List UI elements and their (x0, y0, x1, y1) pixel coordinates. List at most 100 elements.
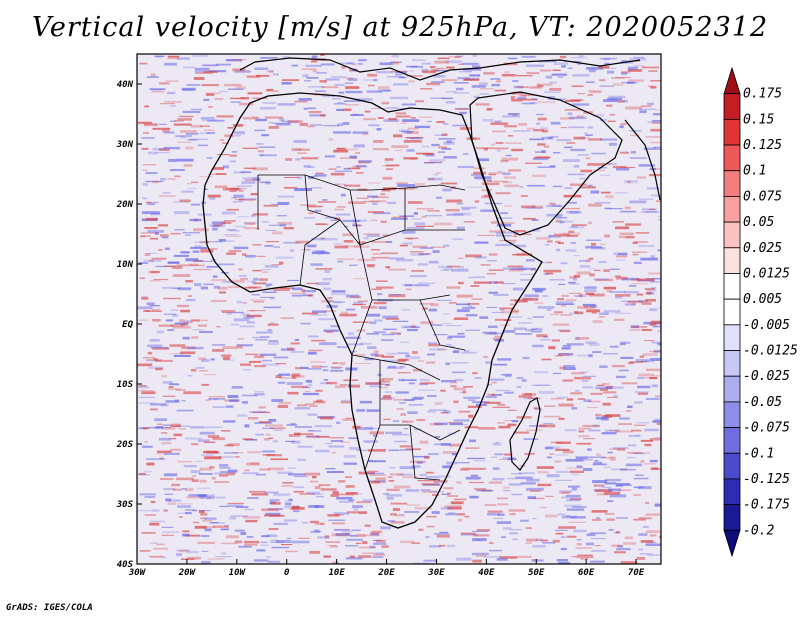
upward-speckle (652, 375, 661, 377)
downward-speckle (551, 204, 561, 207)
downward-speckle (471, 538, 487, 542)
downward-speckle (399, 402, 406, 404)
downward-speckle (242, 401, 249, 404)
upward-speckle (156, 543, 165, 546)
upward-speckle (489, 230, 506, 233)
upward-speckle (400, 540, 415, 544)
upward-speckle (174, 175, 181, 178)
downward-speckle (567, 67, 573, 69)
upward-speckle (200, 513, 208, 516)
upward-speckle (509, 513, 516, 516)
downward-speckle (402, 119, 420, 122)
upward-speckle (627, 452, 642, 454)
downward-speckle (307, 351, 317, 355)
downward-speckle (431, 511, 440, 514)
upward-speckle (330, 494, 339, 497)
downward-speckle (593, 461, 602, 464)
upward-speckle (502, 181, 512, 184)
downward-speckle (495, 243, 512, 247)
upward-speckle (185, 534, 200, 537)
upward-speckle (363, 233, 380, 235)
downward-speckle (211, 221, 226, 224)
upward-speckle (228, 279, 245, 283)
downward-speckle (570, 56, 587, 59)
upward-speckle (246, 75, 261, 78)
upward-speckle (645, 513, 660, 516)
downward-speckle (288, 473, 306, 476)
downward-speckle (176, 549, 191, 552)
upward-speckle (211, 299, 227, 303)
downward-speckle (326, 304, 338, 308)
downward-speckle (462, 153, 469, 156)
downward-speckle (629, 157, 647, 159)
downward-speckle (382, 315, 399, 319)
downward-speckle (273, 246, 280, 248)
downward-speckle (529, 102, 538, 104)
upward-speckle (244, 222, 256, 225)
downward-speckle (261, 269, 271, 271)
downward-speckle (591, 247, 606, 250)
downward-speckle (433, 75, 446, 78)
upward-speckle (308, 212, 314, 215)
upward-speckle (446, 286, 461, 289)
upward-speckle (648, 70, 658, 72)
downward-speckle (234, 529, 245, 532)
upward-speckle (182, 530, 190, 533)
upward-speckle (242, 147, 259, 149)
downward-speckle (269, 419, 277, 422)
upward-speckle (332, 522, 345, 525)
downward-speckle (332, 98, 342, 100)
upward-speckle (355, 172, 364, 174)
downward-speckle (265, 512, 281, 516)
upward-speckle (549, 313, 559, 316)
downward-speckle (211, 259, 216, 262)
upward-speckle (278, 401, 292, 405)
downward-speckle (293, 140, 307, 143)
downward-speckle (219, 471, 237, 474)
downward-speckle (492, 478, 505, 481)
downward-speckle (410, 137, 423, 140)
downward-speckle (212, 406, 225, 408)
downward-speckle (320, 63, 335, 66)
upward-speckle (370, 480, 380, 484)
downward-speckle (171, 314, 179, 317)
downward-speckle (628, 434, 641, 438)
downward-speckle (314, 174, 327, 177)
upward-speckle (198, 357, 207, 361)
downward-speckle (322, 199, 328, 201)
downward-speckle (492, 467, 500, 470)
downward-speckle (467, 186, 484, 188)
upward-speckle (207, 496, 211, 500)
downward-speckle (348, 78, 358, 81)
lon-tick-label: 20W (178, 568, 197, 578)
downward-speckle (331, 293, 347, 296)
downward-speckle (164, 452, 180, 455)
downward-speckle (345, 533, 351, 535)
upward-speckle (592, 320, 603, 324)
downward-speckle (505, 375, 512, 378)
upward-speckle (221, 354, 232, 357)
downward-speckle (147, 229, 164, 233)
upward-speckle (655, 395, 661, 398)
downward-speckle (364, 358, 375, 361)
downward-speckle (582, 303, 596, 306)
upward-speckle (412, 368, 423, 372)
upward-speckle (304, 390, 311, 393)
upward-speckle (621, 71, 630, 74)
downward-speckle (573, 165, 580, 168)
downward-speckle (185, 133, 199, 135)
downward-speckle (341, 76, 347, 79)
upward-speckle (137, 363, 153, 367)
downward-speckle (459, 265, 464, 269)
upward-speckle (244, 469, 250, 472)
downward-speckle (194, 70, 211, 73)
downward-speckle (616, 484, 632, 486)
downward-speckle (310, 314, 328, 316)
upward-speckle (308, 294, 313, 297)
upward-speckle (176, 503, 193, 505)
downward-speckle (393, 83, 409, 86)
downward-speckle (310, 530, 320, 533)
upward-speckle (404, 237, 419, 239)
downward-speckle (419, 378, 430, 382)
downward-speckle (229, 135, 241, 137)
